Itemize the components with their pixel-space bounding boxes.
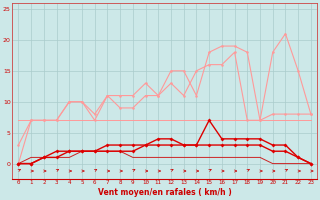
X-axis label: Vent moyen/en rafales ( km/h ): Vent moyen/en rafales ( km/h ) xyxy=(98,188,231,197)
